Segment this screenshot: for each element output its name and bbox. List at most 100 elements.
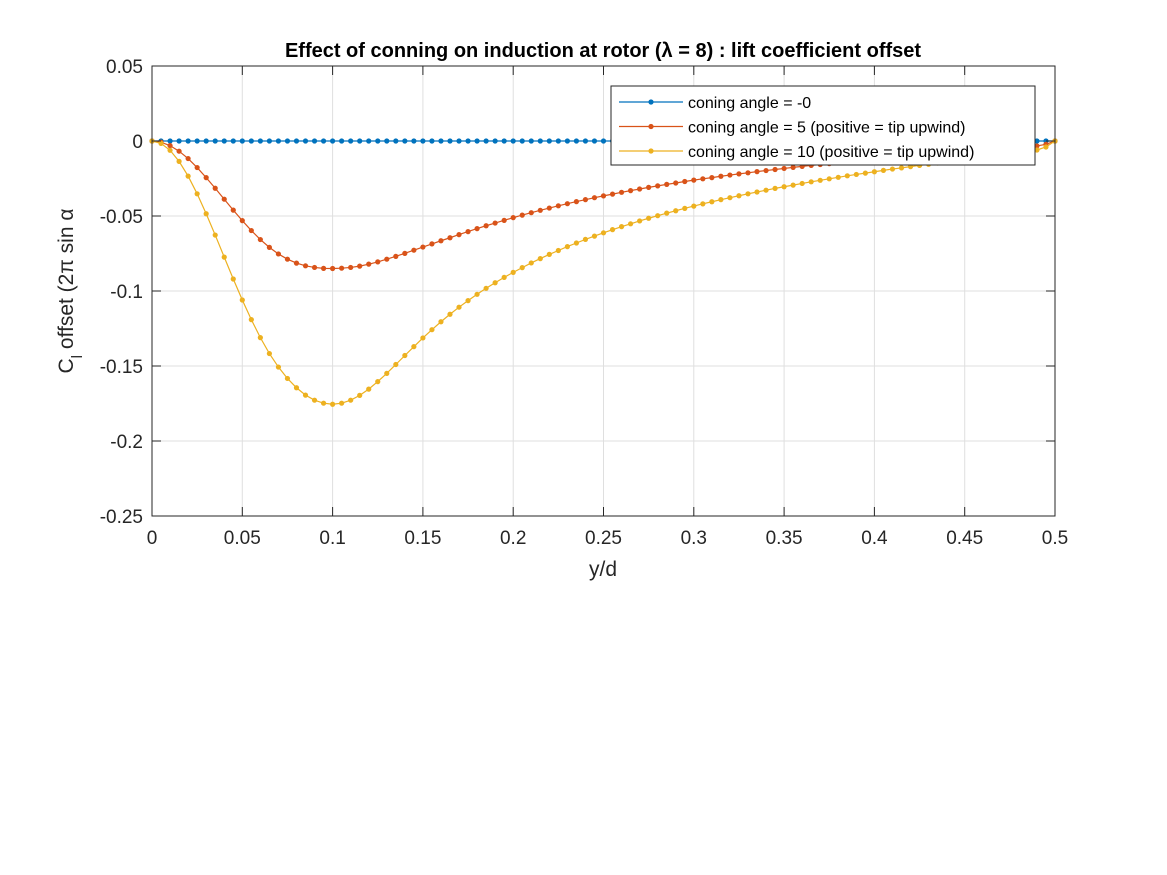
data-point (239, 297, 245, 303)
data-point (320, 265, 327, 271)
data-point (393, 361, 399, 368)
data-point (492, 138, 498, 144)
data-point (230, 276, 236, 282)
x-tick-label: 0.1 (319, 528, 345, 549)
data-point (555, 203, 561, 209)
data-point (573, 240, 580, 246)
data-point (889, 166, 896, 172)
data-point (564, 138, 570, 144)
data-point (519, 212, 525, 218)
data-point (646, 215, 652, 221)
data-point (528, 138, 534, 144)
data-point (609, 191, 616, 197)
data-point (411, 344, 417, 350)
data-point (203, 211, 209, 217)
data-point (709, 199, 715, 205)
data-point (1034, 143, 1040, 149)
data-point (871, 169, 878, 175)
data-point (736, 171, 742, 177)
data-point (546, 205, 552, 211)
data-point (311, 397, 318, 403)
data-point (618, 189, 625, 195)
data-point (339, 400, 345, 406)
data-point (691, 177, 697, 183)
data-point (167, 147, 173, 153)
x-tick-label: 0.15 (404, 528, 441, 549)
y-tick-label: -0.1 (110, 282, 143, 303)
legend-swatch-marker (648, 148, 654, 154)
data-point (176, 138, 182, 144)
x-tick-label: 0.4 (861, 528, 888, 549)
data-point (853, 171, 859, 178)
data-point (167, 138, 173, 144)
data-point (194, 191, 200, 197)
data-point (573, 199, 580, 205)
legend-box (610, 85, 1036, 166)
data-point (438, 319, 444, 325)
data-point (429, 138, 435, 144)
data-point (375, 138, 381, 144)
y-axis-label-c: C (55, 358, 78, 373)
data-point (293, 138, 300, 144)
data-point (501, 217, 507, 223)
chart-title: Effect of conning on induction at rotor … (285, 40, 921, 62)
data-point (772, 166, 778, 173)
data-point (366, 138, 372, 144)
data-point (266, 244, 272, 250)
data-point (555, 138, 561, 144)
data-point (366, 386, 372, 392)
data-point (826, 176, 832, 182)
data-point (257, 236, 263, 243)
legend-entry-label: coning angle = 5 (positive = tip upwind) (688, 120, 966, 137)
data-point (266, 350, 272, 357)
data-point (600, 193, 607, 199)
data-point (185, 138, 191, 144)
data-point (167, 143, 173, 149)
data-point (673, 180, 679, 186)
data-point (582, 236, 589, 242)
data-point (709, 175, 715, 181)
x-tick-label: 0.35 (766, 528, 803, 549)
tick-marks (151, 65, 1056, 517)
data-point (402, 352, 408, 359)
data-point (420, 138, 426, 144)
data-point (393, 138, 399, 144)
data-point (1043, 144, 1049, 150)
legend-swatch-marker (648, 123, 654, 130)
data-point (384, 370, 390, 376)
data-point (564, 201, 570, 207)
data-point (510, 215, 516, 221)
data-point (284, 138, 291, 144)
data-point (718, 173, 724, 179)
x-tick-label: 0.2 (500, 528, 526, 549)
data-point (483, 285, 489, 291)
data-point (474, 291, 480, 297)
data-point (862, 170, 868, 176)
data-point (248, 227, 254, 234)
data-point (348, 397, 354, 403)
data-point (248, 317, 254, 323)
data-point (483, 138, 489, 144)
data-point (357, 263, 363, 269)
data-point (375, 379, 381, 385)
data-point (799, 180, 805, 187)
data-point (384, 138, 390, 144)
data-point (194, 138, 200, 144)
data-point (302, 263, 309, 269)
data-point (546, 138, 552, 144)
data-point (438, 138, 444, 144)
data-point (474, 226, 480, 232)
data-point (266, 138, 272, 144)
data-point (357, 392, 363, 398)
data-point (600, 230, 607, 236)
data-point (311, 264, 318, 271)
data-point (591, 138, 598, 144)
data-point (176, 158, 182, 164)
data-point (627, 188, 634, 194)
data-point (655, 183, 661, 189)
data-point (664, 210, 670, 216)
data-point (221, 138, 227, 144)
data-point (284, 375, 291, 382)
data-point (1034, 147, 1040, 153)
data-point (302, 138, 309, 144)
